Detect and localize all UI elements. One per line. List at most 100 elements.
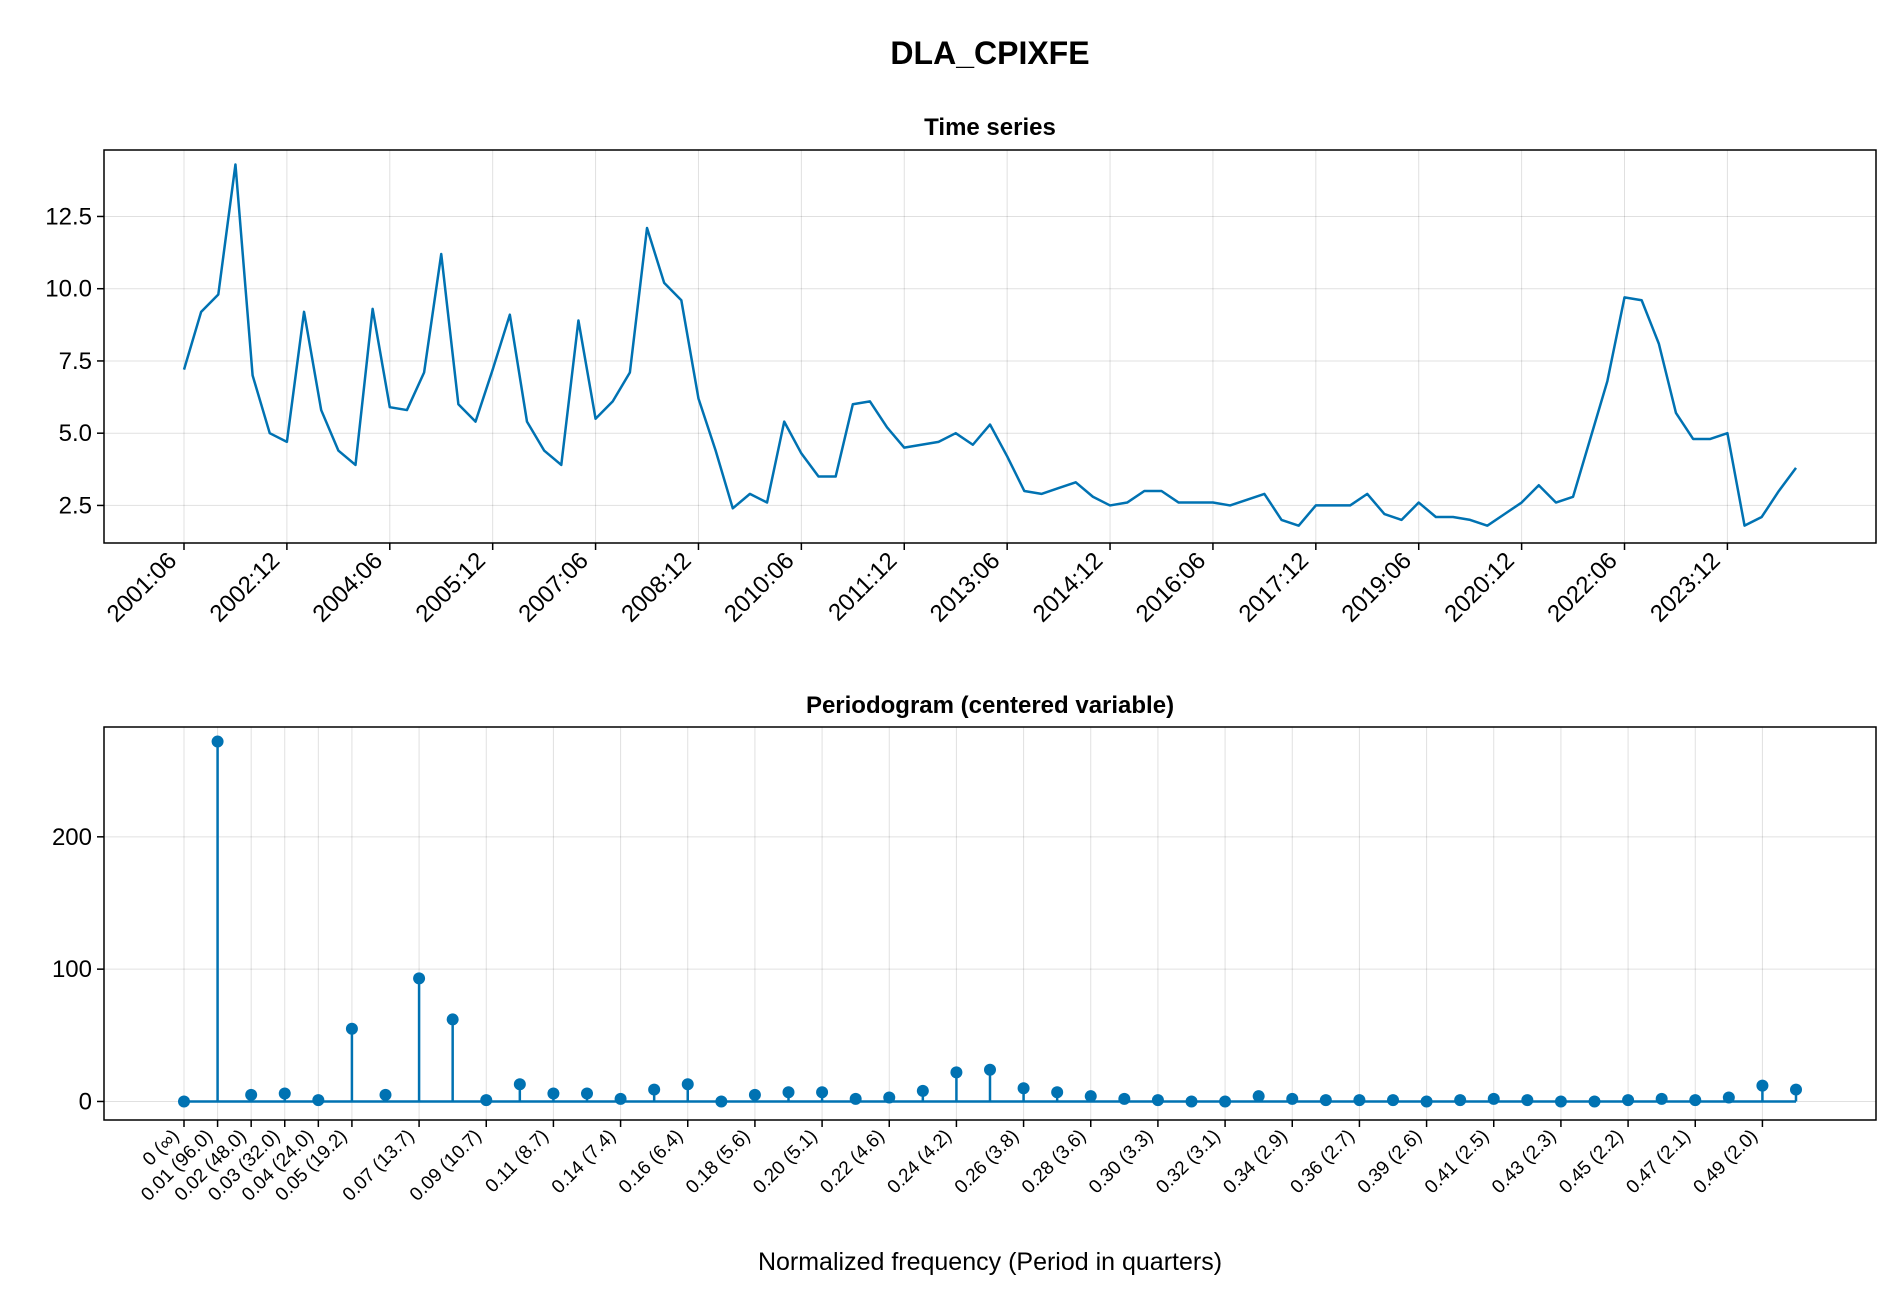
periodogram-grid xyxy=(104,727,1876,1120)
y-tick-label: 7.5 xyxy=(59,348,92,375)
stem-marker xyxy=(916,1084,929,1097)
stem-marker xyxy=(681,1078,694,1091)
stem-marker xyxy=(513,1078,526,1091)
x-tick-label: 2023:12 xyxy=(1645,547,1725,627)
stem-marker xyxy=(1722,1091,1735,1104)
stem-marker xyxy=(1655,1092,1668,1105)
stem-marker xyxy=(480,1094,493,1107)
x-tick-label: 0.41 (2.5) xyxy=(1421,1126,1493,1198)
stem-marker xyxy=(1286,1092,1299,1105)
y-tick-label: 5.0 xyxy=(59,420,92,447)
stem-marker xyxy=(1353,1094,1366,1107)
x-tick-label: 0.49 (2.0) xyxy=(1690,1126,1762,1198)
periodogram-marks xyxy=(178,735,1802,1108)
periodogram-x-axis: 0 (∞)0.01 (96.0)0.02 (48.0)0.03 (32.0)0.… xyxy=(137,1120,1764,1206)
stem-marker xyxy=(1219,1095,1232,1108)
periodogram-frame xyxy=(103,726,1877,1121)
stem-marker xyxy=(782,1086,795,1099)
x-tick-label: 0.32 (3.1) xyxy=(1152,1126,1224,1198)
stem-marker xyxy=(1689,1094,1702,1107)
x-tick-label: 2001:06 xyxy=(102,547,182,627)
stem-marker xyxy=(1588,1095,1601,1108)
stem-marker xyxy=(446,1013,459,1026)
x-tick-label: 2016:06 xyxy=(1131,547,1211,627)
stem-marker xyxy=(211,735,224,748)
stem-marker xyxy=(1051,1086,1064,1099)
stem-marker xyxy=(715,1095,728,1108)
y-tick-label: 12.5 xyxy=(45,203,92,230)
time-series-panel: Time series 2.55.07.510.012.5 2001:06 200… xyxy=(45,114,1877,628)
stem-marker xyxy=(1017,1082,1030,1095)
x-tick-label: 0.20 (5.1) xyxy=(749,1126,821,1198)
x-tick-label: 0.28 (3.6) xyxy=(1018,1126,1090,1198)
stem-marker xyxy=(1151,1094,1164,1107)
stem-marker xyxy=(1319,1094,1332,1107)
stem-marker xyxy=(413,972,426,985)
stem-marker xyxy=(547,1087,560,1100)
stem-marker xyxy=(1387,1094,1399,1107)
stem-marker xyxy=(816,1086,829,1099)
x-tick-label: 0.26 (3.8) xyxy=(951,1126,1023,1198)
time-series-marks xyxy=(182,163,1798,527)
time-series-x-axis: 2001:06 2002:12 2004:06 2005:12 2007:06 2008:… xyxy=(102,543,1729,628)
x-tick-label: 2010:06 xyxy=(719,547,799,627)
x-tick-label: 0.16 (6.4) xyxy=(615,1126,687,1198)
x-tick-label: 0.36 (2.7) xyxy=(1287,1126,1359,1198)
stem-marker xyxy=(614,1092,627,1105)
x-tick-label: 2011:12 xyxy=(823,547,902,626)
stem-marker xyxy=(312,1094,325,1107)
stem-marker xyxy=(178,1095,190,1108)
x-tick-label: 2013:06 xyxy=(925,547,1005,627)
x-tick-label: 0.22 (4.6) xyxy=(816,1126,888,1198)
stem-marker xyxy=(581,1087,593,1100)
periodogram-y-axis: 0 100 200 xyxy=(52,824,104,1115)
periodogram-x-axis-label: Normalized frequency (Period in quarters… xyxy=(758,1248,1222,1276)
stem-marker xyxy=(648,1083,661,1096)
x-tick-label: 0.14 (7.4) xyxy=(548,1126,620,1198)
x-tick-label: 0.24 (4.2) xyxy=(884,1126,956,1198)
time-series-title: Time series xyxy=(924,114,1056,141)
stem-marker xyxy=(278,1087,291,1100)
stem-marker xyxy=(1118,1092,1131,1105)
series-line xyxy=(182,163,1798,527)
x-tick-label: 2014:12 xyxy=(1028,547,1108,627)
stem-marker xyxy=(849,1092,862,1105)
stem-marker xyxy=(1521,1094,1534,1107)
stem-marker xyxy=(1487,1092,1500,1105)
stem-marker xyxy=(984,1063,996,1076)
x-tick-label: 2005:12 xyxy=(410,547,490,627)
stem-marker xyxy=(1252,1090,1265,1103)
time-series-grid xyxy=(104,150,1876,543)
stem-marker xyxy=(1454,1094,1467,1107)
stem-marker xyxy=(1554,1095,1567,1108)
x-tick-label: 2002:12 xyxy=(205,547,285,627)
x-tick-label: 2004:06 xyxy=(308,547,388,627)
stem-marker xyxy=(379,1088,392,1101)
x-tick-label: 2007:06 xyxy=(513,547,593,627)
x-tick-label: 0.09 (10.7) xyxy=(406,1126,486,1206)
y-tick-label: 0 xyxy=(79,1088,92,1115)
x-tick-label: 2019:06 xyxy=(1337,547,1417,627)
x-tick-label: 0.34 (2.9) xyxy=(1219,1126,1291,1198)
x-tick-label: 2022:06 xyxy=(1542,547,1622,627)
periodogram-title: Periodogram (centered variable) xyxy=(806,692,1174,719)
y-tick-label: 10.0 xyxy=(45,276,92,303)
y-tick-label: 100 xyxy=(52,956,92,983)
stem-marker xyxy=(345,1022,358,1035)
time-series-y-axis: 2.5 5.0 7.5 10.0 12.5 xyxy=(45,203,104,519)
time-series-frame xyxy=(103,149,1877,544)
periodogram-panel: Periodogram (centered variable) 0100200 … xyxy=(52,692,1877,1276)
x-tick-label: 0.39 (2.6) xyxy=(1354,1126,1426,1198)
stem-marker xyxy=(1084,1090,1097,1103)
stem-marker xyxy=(1756,1079,1769,1092)
stem-marker xyxy=(950,1066,963,1079)
x-tick-label: 2017:12 xyxy=(1234,547,1314,627)
x-tick-label: 0.45 (2.2) xyxy=(1555,1126,1627,1198)
stem-marker xyxy=(245,1088,258,1101)
stem-marker xyxy=(1790,1083,1802,1096)
stem-marker xyxy=(748,1088,761,1101)
figure-title: DLA_CPIXFE xyxy=(890,35,1089,71)
stem-marker xyxy=(1185,1095,1198,1108)
x-tick-label: 0.18 (5.6) xyxy=(682,1126,754,1198)
